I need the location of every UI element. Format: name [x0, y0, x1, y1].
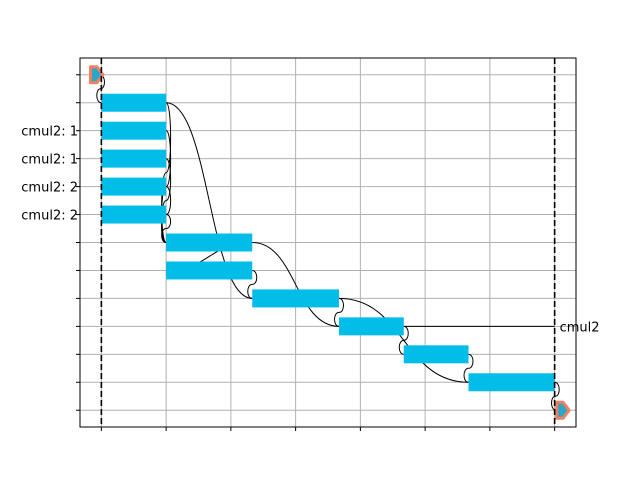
dependency-edge [247, 269, 258, 299]
y-tick-label: cmul2: 2 [21, 209, 78, 224]
task-bar [403, 345, 469, 364]
y-tick-label: cmul2: 1 [21, 125, 78, 140]
task-bar [166, 233, 253, 252]
dependency-edge [166, 102, 253, 299]
task-bar [101, 93, 167, 112]
y-tick-label: cmul2: 2 [21, 181, 78, 196]
task-bar [101, 149, 167, 168]
dependency-edge [334, 297, 345, 327]
task-bar [339, 317, 404, 336]
dependency-edges [96, 74, 560, 411]
task-bar [252, 289, 340, 308]
grid [80, 58, 576, 427]
dependency-edge [161, 214, 172, 243]
annotation-label: cmul2 [560, 320, 600, 335]
labels: cmul2 cmul2: 1 cmul2: 1 cmul2: 2 cmul2: 2 [21, 125, 599, 336]
dependency-edge [252, 242, 340, 327]
dependency-edge [161, 158, 172, 243]
task-bar [101, 177, 167, 196]
dependency-edge [463, 353, 474, 383]
dashed-boundaries [100, 58, 556, 427]
node-marker [88, 65, 105, 85]
task-bar [166, 261, 253, 280]
node-marker [555, 400, 571, 420]
task-bar [101, 205, 167, 224]
axes [76, 57, 577, 431]
task-bars [101, 93, 555, 392]
dependency-edge [339, 297, 469, 383]
y-tick-label: cmul2: 1 [21, 153, 78, 168]
node-markers [88, 65, 571, 420]
task-bar [101, 121, 167, 140]
task-bar [468, 373, 555, 392]
